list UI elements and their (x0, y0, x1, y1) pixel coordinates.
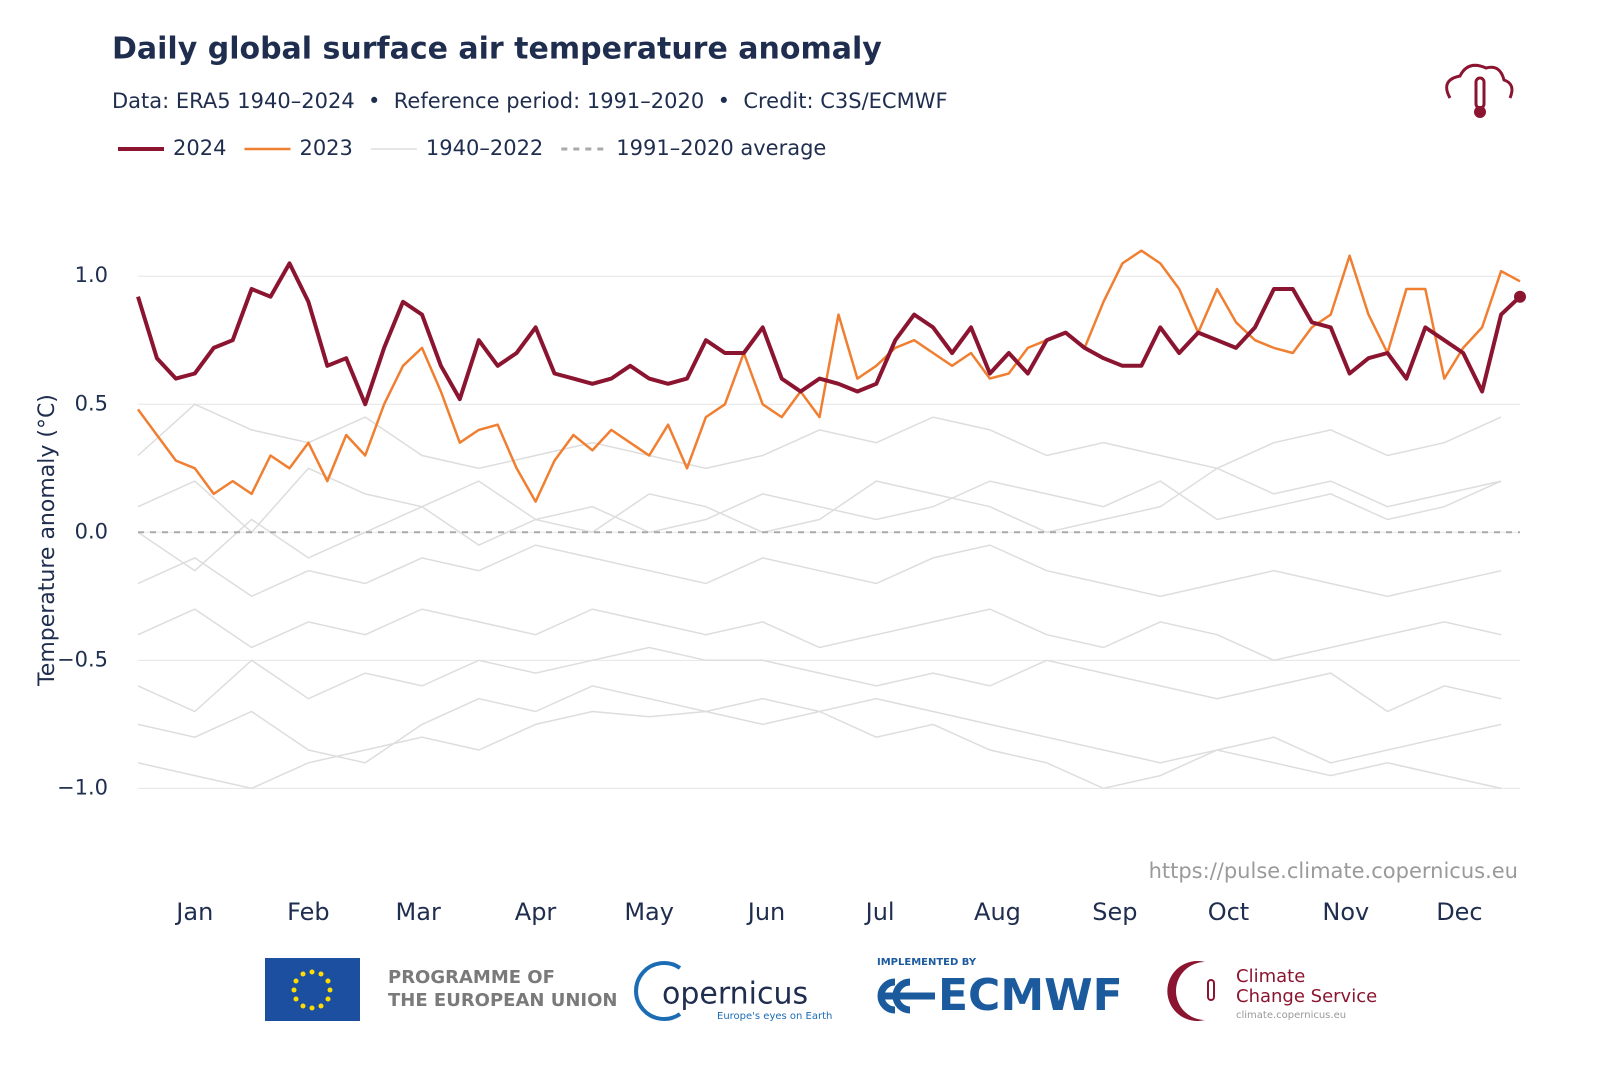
legend-label: 2024 (173, 136, 226, 160)
footer: PROGRAMME OF THE EUROPEAN UNION opernicu… (265, 957, 1377, 1022)
ecmwf-text: ECMWF (938, 970, 1123, 1021)
history-line (137, 608, 1502, 662)
x-tick-label: May (624, 898, 674, 926)
history-line (137, 403, 1502, 470)
legend-label: 2023 (299, 136, 352, 160)
y-tick-label: 0.0 (75, 519, 108, 543)
x-tick-label: Mar (396, 898, 441, 926)
x-tick-label: Jun (746, 898, 786, 926)
x-tick-label: Dec (1436, 898, 1482, 926)
legend-label: 1940–2022 (426, 136, 543, 160)
series-line (136, 261, 1522, 407)
history-line (137, 467, 1502, 534)
c3s-logo (1428, 40, 1514, 144)
y-tick-label: −1.0 (57, 775, 108, 799)
legend-label: 1991–2020 average (616, 136, 826, 160)
history-line (137, 685, 1502, 790)
copernicus-tagline: Europe's eyes on Earth (717, 1011, 832, 1022)
series-line (136, 249, 1521, 503)
eu-text: THE EUROPEAN UNION (388, 990, 617, 1011)
end-point (1514, 290, 1526, 303)
x-tick-label: Oct (1208, 898, 1250, 926)
history-line (137, 544, 1502, 598)
chart-title: Daily global surface air temperature ano… (112, 32, 882, 67)
eu-flag (265, 958, 360, 1021)
y-tick-label: 1.0 (75, 263, 108, 287)
x-tick-label: Aug (974, 898, 1021, 926)
ecmwf-mark (877, 978, 935, 1014)
c3s-footer-logo (1167, 961, 1215, 1022)
x-tick-label: Apr (515, 898, 557, 926)
source-url: https://pulse.climate.copernicus.eu (1149, 859, 1518, 883)
c3s-url: climate.copernicus.eu (1236, 1010, 1346, 1021)
chart-subtitle: Data: ERA5 1940–2024 • Reference period:… (112, 89, 948, 113)
eu-text: PROGRAMME OF (388, 967, 555, 988)
y-tick-label: −0.5 (57, 647, 108, 671)
x-tick-label: Sep (1092, 898, 1137, 926)
history-line (137, 467, 1502, 572)
copernicus-text: opernicus (662, 977, 808, 1012)
x-tick-label: Feb (287, 898, 330, 926)
eu-stars (291, 969, 333, 1011)
c3s-text: Change Service (1236, 986, 1377, 1007)
c3s-text: Climate (1236, 966, 1305, 987)
x-tick-label: Nov (1322, 898, 1369, 926)
x-tick-label: Jul (864, 898, 895, 926)
y-tick-label: 0.5 (75, 391, 108, 415)
plot-area (136, 249, 1522, 790)
history-line (137, 646, 1502, 713)
y-axis-label: Temperature anomaly (°C) (35, 394, 60, 687)
ecmwf-implemented: IMPLEMENTED BY (877, 957, 977, 968)
copernicus-mark (634, 961, 682, 1021)
x-tick-label: Jan (174, 898, 213, 926)
